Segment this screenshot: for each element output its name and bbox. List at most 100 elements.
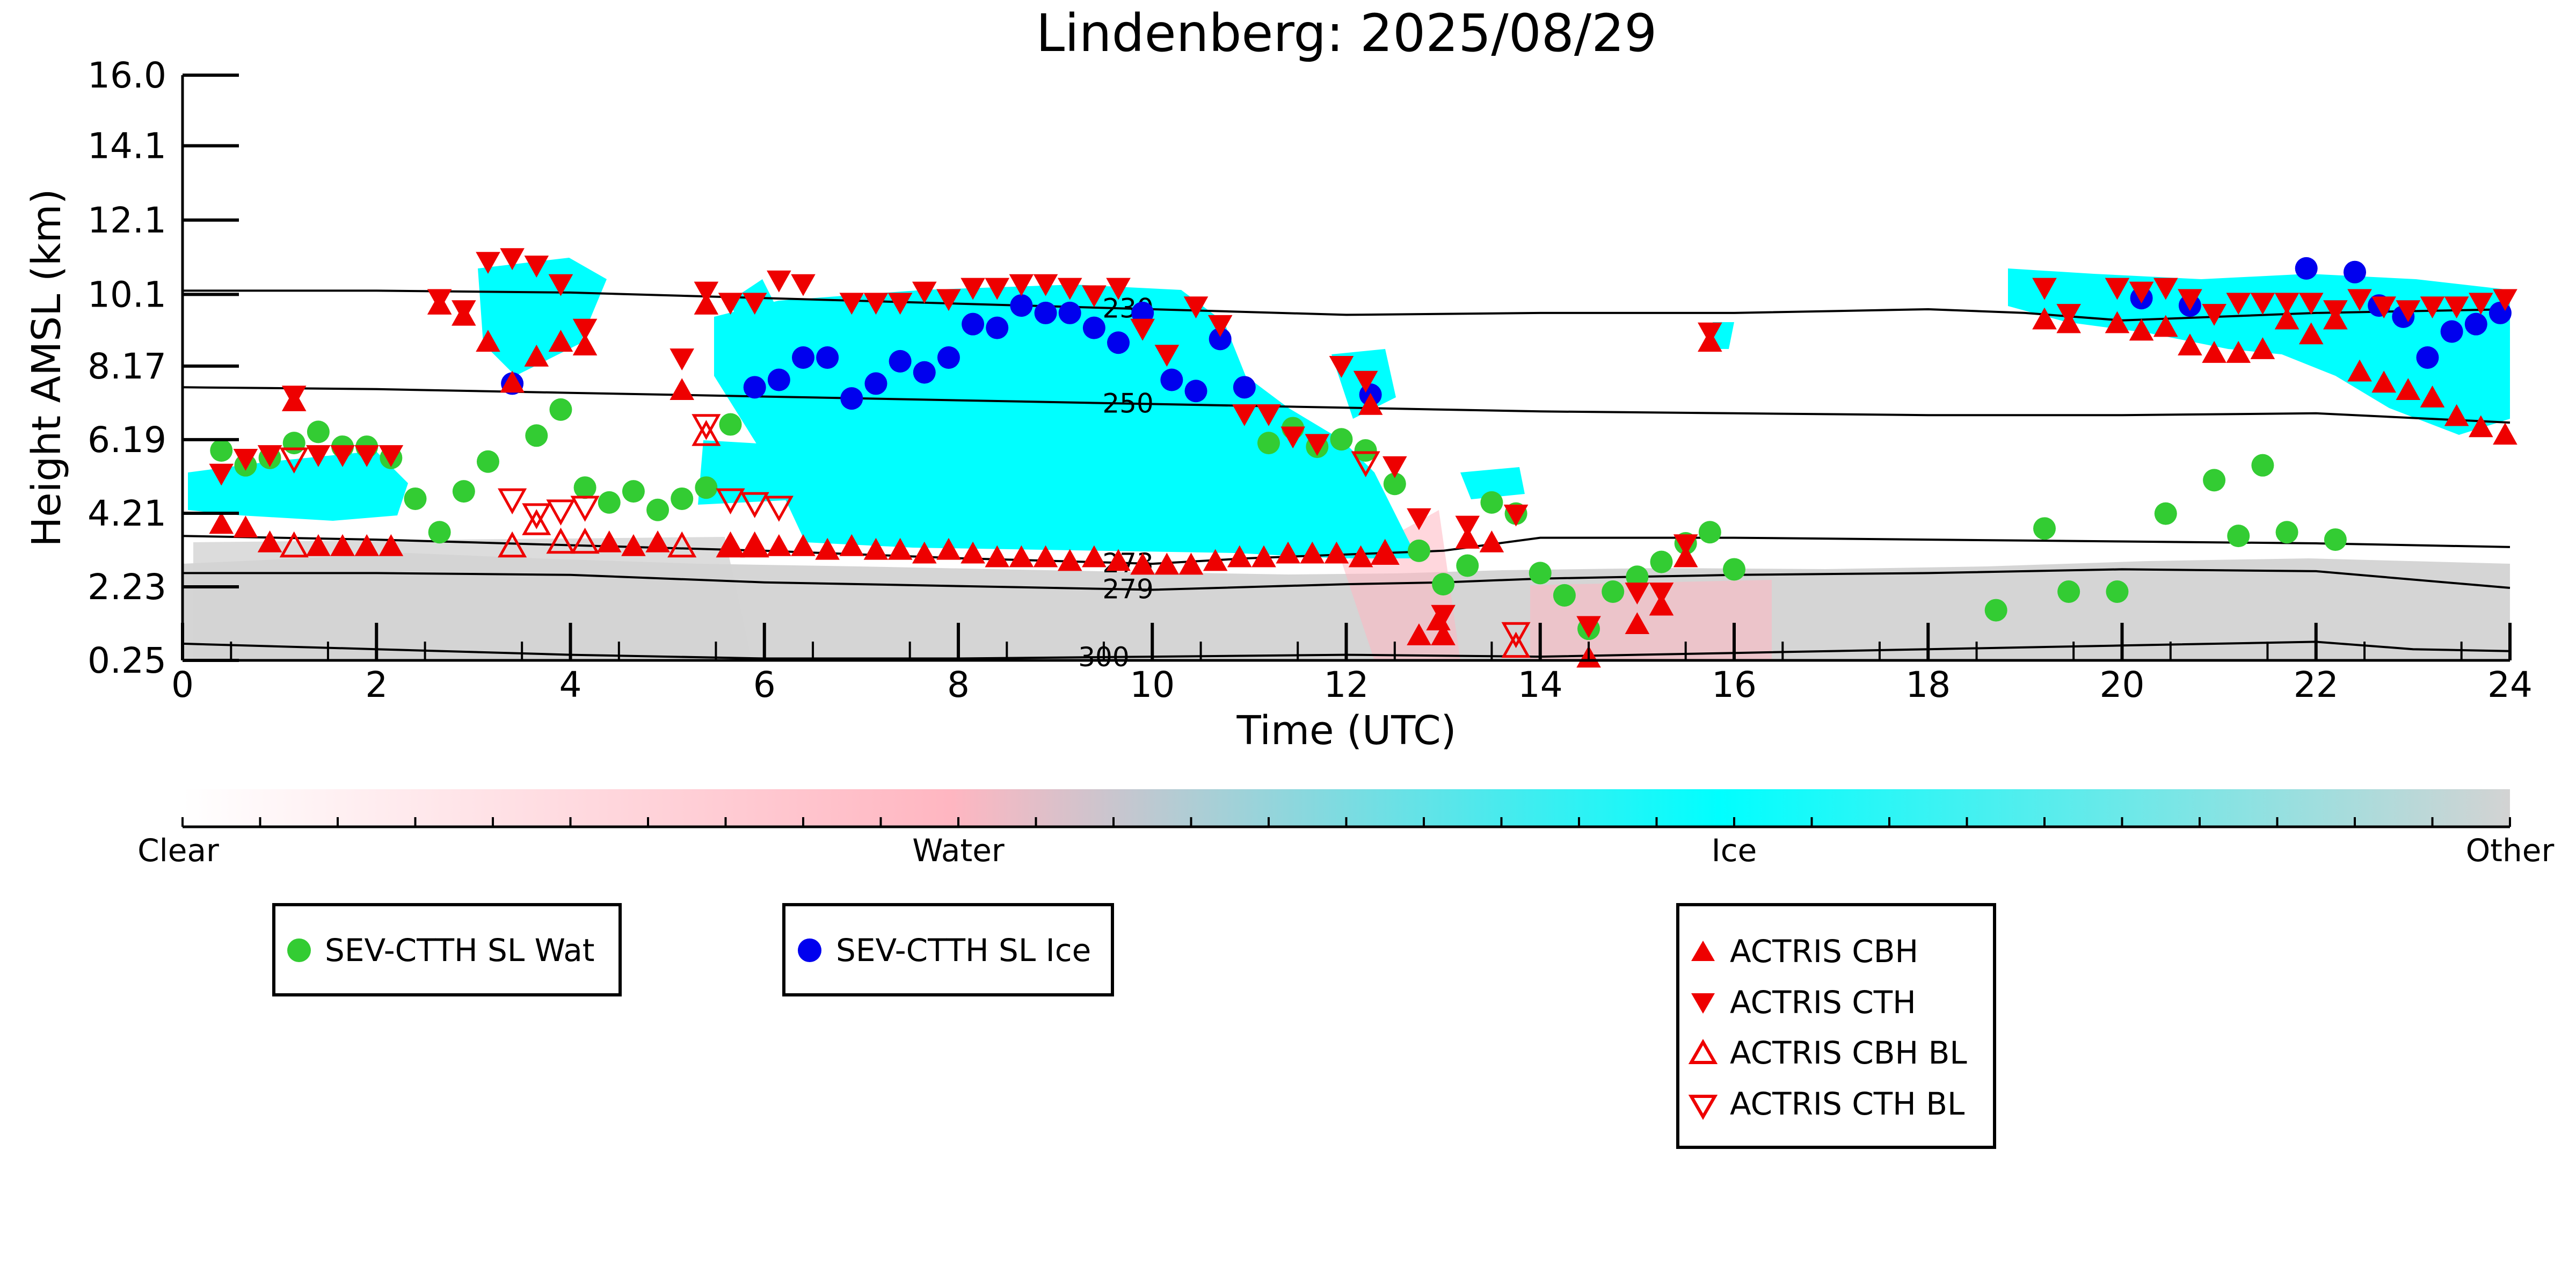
data-point: [282, 432, 305, 455]
data-point: [1082, 285, 1107, 308]
data-point: [452, 480, 475, 503]
x-tick-label: 10: [1130, 664, 1175, 705]
data-point: [936, 537, 961, 560]
data-point: [548, 274, 573, 296]
data-point: [1501, 631, 1531, 658]
data-point: [330, 445, 355, 467]
data-point: [2226, 293, 2251, 315]
data-point: [1723, 558, 1745, 581]
data-point: [2202, 341, 2226, 363]
data-point: [2251, 454, 2274, 477]
legend-marker-cbh: [1691, 941, 1715, 961]
data-point: [1602, 580, 1625, 603]
data-point: [427, 289, 452, 311]
ice-region-mid: [478, 258, 805, 505]
data-point: [742, 293, 767, 315]
data-point: [1383, 472, 1406, 496]
contour-line-230: [183, 289, 2510, 322]
data-point: [2154, 502, 2177, 525]
data-point: [2347, 359, 2372, 382]
data-point: [2274, 307, 2300, 330]
data-point: [306, 445, 331, 467]
contour-label-279: 279: [1102, 574, 1153, 605]
data-point: [476, 252, 500, 274]
data-point: [598, 491, 621, 514]
data-point: [572, 318, 598, 341]
data-point: [1431, 605, 1456, 627]
x-tick-label: 16: [1712, 664, 1757, 705]
data-point: [1209, 328, 1232, 351]
data-point: [815, 537, 840, 560]
data-point: [549, 398, 572, 421]
data-point: [718, 534, 743, 556]
data-point: [791, 534, 816, 556]
data-point: [1106, 278, 1131, 300]
data-point: [2444, 404, 2469, 426]
x-tick-label: 2: [365, 664, 388, 705]
data-point: [863, 293, 889, 315]
data-point: [2178, 289, 2202, 311]
x-tick-label: 18: [1905, 664, 1951, 705]
data-point: [913, 361, 936, 384]
data-point: [2227, 525, 2250, 548]
data-point: [1130, 552, 1155, 575]
x-tick-label: 0: [171, 664, 194, 705]
data-point: [889, 350, 912, 373]
data-point: [2295, 257, 2318, 280]
data-point: [1370, 539, 1400, 565]
data-point: [2440, 320, 2463, 343]
other-streaks-left: [193, 537, 752, 660]
data-point: [1107, 331, 1130, 354]
data-point: [2032, 278, 2057, 300]
data-point: [912, 541, 937, 564]
data-point: [2153, 278, 2178, 300]
data-point: [645, 530, 670, 552]
data-point: [354, 445, 379, 467]
data-point: [2324, 528, 2347, 551]
data-point: [695, 476, 718, 499]
data-point: [330, 534, 355, 556]
data-point: [1649, 593, 1674, 616]
data-point: [2033, 517, 2056, 540]
data-point: [692, 414, 721, 440]
data-point: [1553, 584, 1576, 607]
data-point: [621, 534, 646, 556]
contour-line-279: [183, 568, 2510, 591]
data-point: [1431, 623, 1456, 645]
data-point: [718, 293, 743, 315]
y-tick-label: 8.17: [88, 346, 166, 387]
contour-line-300: [182, 641, 2510, 660]
data-point: [694, 293, 719, 315]
data-point: [1649, 583, 1674, 605]
data-point: [1501, 622, 1531, 649]
series-actris-cth-bl: [279, 414, 1531, 649]
data-point: [622, 480, 645, 503]
data-point: [2298, 293, 2324, 315]
chart-title: Lindenberg: 2025/08/29: [1036, 3, 1657, 63]
legend-box: [1676, 903, 1996, 1149]
data-point: [716, 531, 745, 558]
data-point: [1257, 432, 1280, 455]
data-point: [764, 496, 794, 522]
data-point: [524, 344, 549, 367]
data-point: [1251, 545, 1276, 567]
data-point: [1351, 451, 1380, 477]
data-point: [2226, 341, 2251, 363]
data-point: [1407, 539, 1430, 562]
data-point: [1178, 552, 1204, 575]
data-point: [2202, 304, 2226, 326]
data-point: [2178, 333, 2202, 356]
y-tick-label: 10.1: [88, 274, 166, 315]
colorbar-label-ice: Ice: [1712, 832, 1757, 869]
data-point: [2493, 289, 2517, 311]
data-point: [670, 348, 695, 370]
data-point: [1276, 541, 1300, 564]
data-point: [742, 534, 767, 556]
data-markers: [209, 248, 2517, 668]
data-point: [2344, 260, 2366, 283]
data-point: [524, 256, 549, 278]
data-point: [1407, 623, 1431, 645]
legend-marker-cth-bl: [1688, 1095, 1718, 1120]
data-point: [476, 450, 499, 473]
